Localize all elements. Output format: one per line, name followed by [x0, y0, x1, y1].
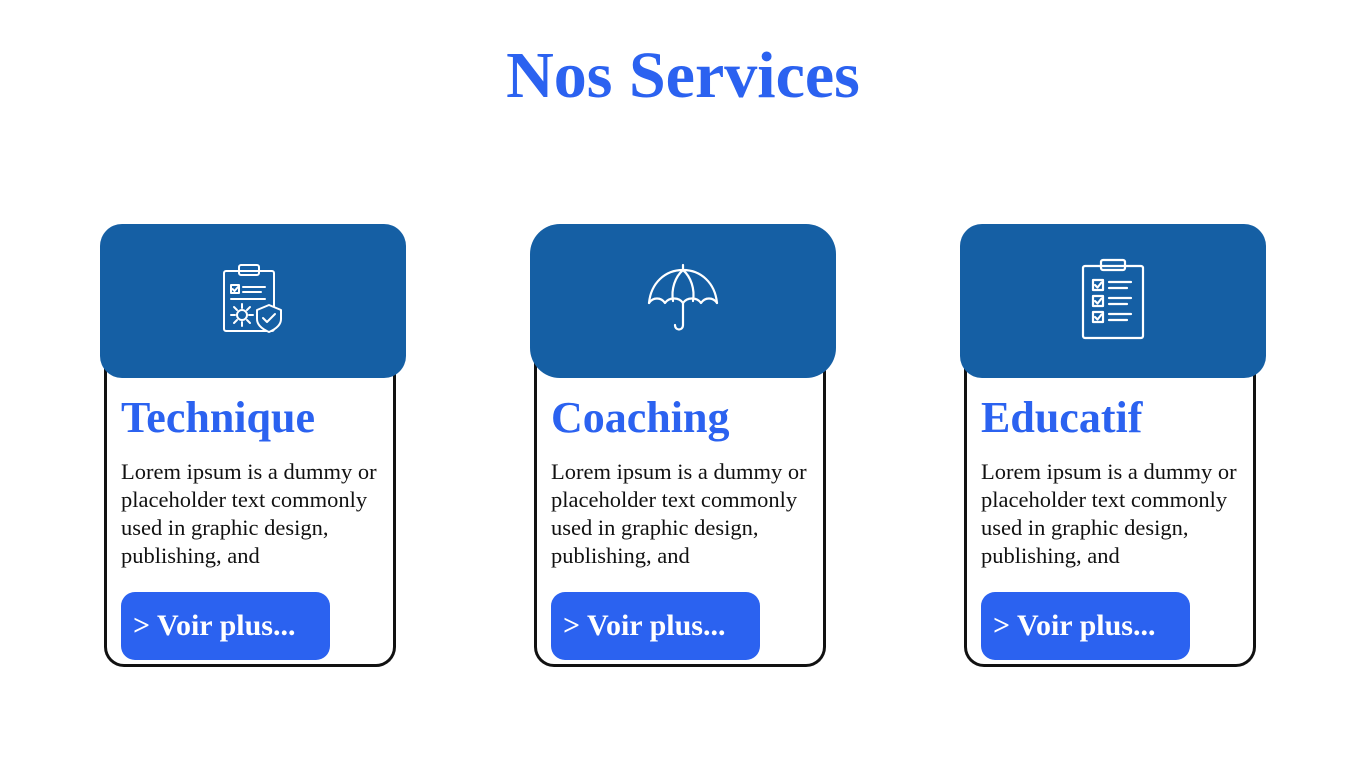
clipboard-gear-shield-icon [221, 263, 285, 339]
voir-plus-button[interactable]: > Voir plus... [551, 592, 760, 660]
page-title: Nos Services [506, 39, 860, 112]
card-description: Lorem ipsum is a dummy or placeholder te… [981, 459, 1237, 568]
card-title: Coaching [551, 393, 730, 442]
checklist-clipboard-icon [1081, 258, 1145, 344]
card-header [100, 224, 406, 378]
service-card-coaching: Coaching Lorem ipsum is a dummy or place… [530, 224, 836, 672]
card-header [530, 224, 836, 378]
card-header [960, 224, 1266, 378]
card-description: Lorem ipsum is a dummy or placeholder te… [121, 459, 377, 568]
service-card-technique: Technique Lorem ipsum is a dummy or plac… [100, 224, 406, 672]
card-title: Educatif [981, 393, 1143, 442]
voir-plus-button[interactable]: > Voir plus... [981, 592, 1190, 660]
voir-plus-button[interactable]: > Voir plus... [121, 592, 330, 660]
umbrella-icon [647, 263, 719, 339]
card-title: Technique [121, 393, 316, 442]
card-description: Lorem ipsum is a dummy or placeholder te… [551, 459, 807, 568]
service-card-educatif: Educatif Lorem ipsum is a dummy or place… [960, 224, 1266, 672]
